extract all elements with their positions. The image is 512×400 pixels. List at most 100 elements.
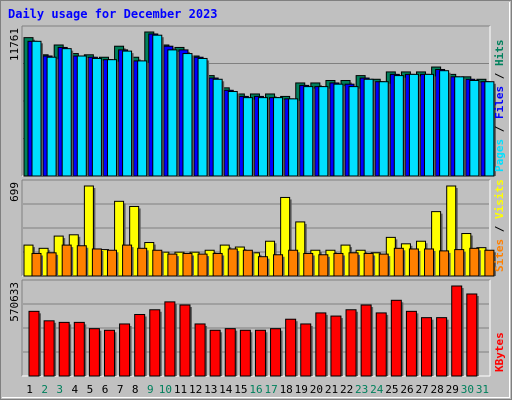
x-tick-label: 6 bbox=[102, 383, 109, 396]
x-tick-label: 22 bbox=[340, 383, 353, 396]
bar bbox=[212, 78, 223, 177]
x-tick-label: 11 bbox=[174, 383, 187, 396]
bar bbox=[424, 248, 435, 277]
legend-entry: Sites bbox=[493, 239, 506, 272]
bar bbox=[227, 248, 238, 277]
x-tick-label: 12 bbox=[189, 383, 202, 396]
bar bbox=[451, 285, 463, 377]
bar bbox=[330, 315, 342, 377]
legend: Sites / Visits bbox=[493, 179, 506, 272]
bar bbox=[134, 313, 146, 377]
x-tick-label: 3 bbox=[56, 383, 63, 396]
x-tick-label: 10 bbox=[159, 383, 172, 396]
bar bbox=[212, 252, 223, 277]
x-tick-label: 28 bbox=[431, 383, 444, 396]
bar bbox=[288, 249, 299, 277]
x-tick-label: 26 bbox=[400, 383, 413, 396]
bar bbox=[194, 323, 206, 377]
bar bbox=[58, 321, 70, 377]
bar bbox=[436, 317, 448, 377]
bar bbox=[209, 329, 221, 377]
bar bbox=[303, 86, 314, 177]
bar bbox=[149, 309, 161, 377]
legend-entry: Pages bbox=[493, 139, 506, 172]
bar bbox=[318, 254, 329, 277]
bar bbox=[103, 329, 115, 377]
bar bbox=[46, 56, 57, 177]
bar bbox=[61, 48, 72, 177]
bar bbox=[61, 244, 72, 277]
x-tick-label: 7 bbox=[117, 383, 124, 396]
bar bbox=[88, 328, 100, 377]
bar bbox=[300, 323, 312, 377]
bar bbox=[484, 249, 495, 277]
bar bbox=[303, 252, 314, 277]
bar bbox=[137, 60, 148, 177]
series-visits bbox=[23, 185, 488, 277]
bar bbox=[46, 252, 57, 277]
bar bbox=[466, 293, 478, 377]
bar bbox=[295, 221, 306, 277]
bar bbox=[273, 97, 284, 177]
bar bbox=[405, 310, 417, 377]
legend: Pages / Files / Hits bbox=[493, 40, 506, 173]
bar bbox=[454, 249, 465, 277]
bar bbox=[421, 317, 433, 377]
x-tick-label: 15 bbox=[234, 383, 247, 396]
legend: KBytes bbox=[493, 332, 506, 372]
legend-separator: / bbox=[493, 219, 506, 239]
legend-entry: KBytes bbox=[493, 332, 506, 372]
bar bbox=[375, 312, 387, 377]
x-tick-label: 17 bbox=[264, 383, 277, 396]
legend-entry: Hits bbox=[493, 40, 506, 67]
bar bbox=[333, 83, 344, 177]
bar bbox=[439, 70, 450, 177]
bar bbox=[348, 252, 359, 277]
bar bbox=[484, 81, 495, 177]
bar bbox=[257, 256, 268, 277]
bar bbox=[285, 318, 297, 377]
bar bbox=[390, 299, 402, 377]
bar bbox=[439, 250, 450, 277]
bar bbox=[270, 328, 282, 377]
bar bbox=[424, 73, 435, 177]
series-kbytes bbox=[28, 285, 479, 377]
bar bbox=[242, 249, 253, 277]
x-tick-label: 25 bbox=[385, 383, 398, 396]
series-pages bbox=[31, 34, 496, 177]
bar bbox=[288, 98, 299, 177]
y-max-label: 570633 bbox=[8, 282, 21, 322]
bar bbox=[28, 310, 40, 377]
bar bbox=[106, 249, 117, 277]
series-sites bbox=[31, 244, 496, 277]
x-tick-label: 29 bbox=[446, 383, 459, 396]
bar bbox=[446, 185, 457, 277]
bar bbox=[254, 329, 266, 377]
bar bbox=[239, 329, 251, 377]
bar bbox=[76, 55, 87, 177]
bar bbox=[227, 91, 238, 177]
bar bbox=[280, 196, 291, 277]
x-tick-label: 31 bbox=[476, 383, 489, 396]
bar bbox=[257, 97, 268, 177]
x-tick-label: 18 bbox=[280, 383, 293, 396]
bar bbox=[152, 34, 163, 177]
x-tick-label: 1 bbox=[26, 383, 33, 396]
legend-separator: / bbox=[493, 119, 506, 139]
bar bbox=[164, 301, 176, 377]
y-max-label: 699 bbox=[8, 182, 21, 202]
legend-entry: Visits bbox=[493, 179, 506, 219]
x-tick-label: 27 bbox=[415, 383, 428, 396]
x-tick-label: 16 bbox=[249, 383, 262, 396]
x-tick-label: 19 bbox=[295, 383, 308, 396]
chart-title: Daily usage for December 2023 bbox=[8, 7, 218, 21]
bar bbox=[197, 57, 208, 177]
bar bbox=[431, 211, 442, 277]
bar bbox=[122, 50, 133, 177]
bar bbox=[182, 53, 193, 177]
bar bbox=[119, 323, 131, 377]
bar bbox=[31, 252, 42, 277]
x-tick-label: 2 bbox=[41, 383, 48, 396]
